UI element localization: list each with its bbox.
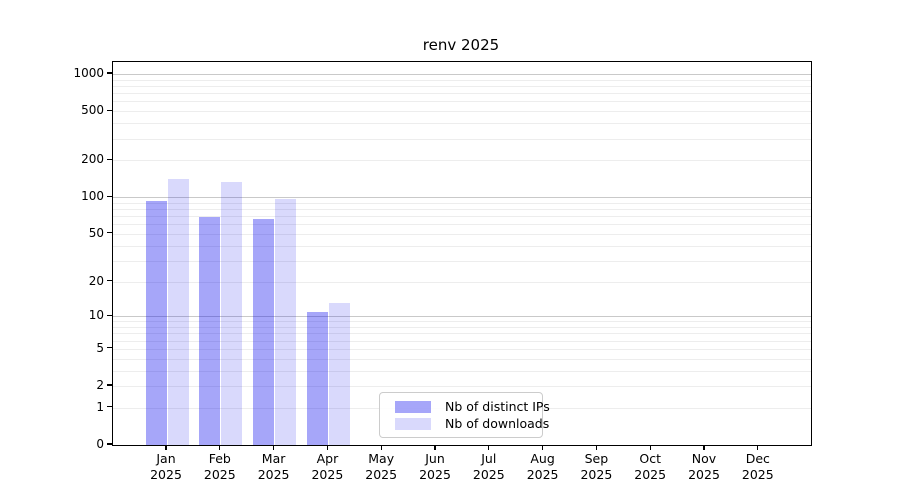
- bar-mar-distinct-ips: [253, 219, 275, 445]
- legend-swatch-downloads: [395, 417, 431, 430]
- y-tick-label: 50: [88, 225, 104, 240]
- x-tick-mark: [703, 445, 705, 450]
- minor-gridline: [113, 79, 811, 81]
- bar-apr-downloads: [328, 303, 350, 445]
- x-tick-label: Feb 2025: [203, 451, 236, 482]
- bar-jan-downloads: [167, 178, 189, 445]
- x-tick-label: Aug 2025: [526, 451, 559, 482]
- y-tick-label: 1000: [73, 66, 104, 80]
- x-tick-label: Oct 2025: [634, 451, 667, 482]
- minor-gridline: [113, 85, 811, 87]
- minor-gridline: [113, 370, 811, 372]
- minor-gridline: [113, 209, 811, 210]
- y-tick-mark: [106, 195, 112, 197]
- y-tick-mark: [106, 347, 112, 349]
- x-tick-mark: [488, 445, 490, 450]
- y-tick-mark: [106, 443, 112, 445]
- legend: Nb of distinct IPs Nb of downloads: [379, 392, 550, 438]
- minor-gridline: [113, 358, 811, 360]
- x-tick-mark: [165, 445, 167, 450]
- x-tick-mark: [542, 445, 544, 450]
- x-tick-label: Dec 2025: [741, 451, 774, 482]
- y-tick-label: 500: [81, 103, 104, 118]
- y-tick-label: 2: [96, 378, 104, 392]
- minor-gridline: [113, 224, 811, 226]
- legend-swatch-distinct-ips: [395, 400, 431, 413]
- major-gridline: [113, 316, 811, 318]
- plot-area: [112, 61, 812, 446]
- minor-gridline: [113, 340, 811, 342]
- y-tick-label: 1: [96, 399, 104, 414]
- legend-item-distinct-ips: Nb of distinct IPs: [395, 398, 550, 415]
- y-tick-mark: [106, 279, 112, 282]
- x-tick-label: Jun 2025: [419, 451, 451, 482]
- x-tick-mark: [649, 445, 651, 450]
- x-tick-label: Nov 2025: [688, 451, 720, 482]
- x-tick-mark: [757, 445, 759, 450]
- minor-gridline: [113, 260, 811, 262]
- minor-gridline: [113, 202, 811, 204]
- minor-gridline: [113, 333, 811, 335]
- chart-title: renv 2025: [422, 36, 500, 54]
- y-tick-label: 10: [88, 308, 104, 323]
- minor-gridline: [113, 321, 811, 323]
- minor-gridline: [113, 216, 811, 218]
- y-tick-label: 5: [96, 340, 104, 355]
- bar-jan-distinct-ips: [145, 201, 167, 445]
- minor-gridline: [113, 348, 811, 350]
- y-tick-mark: [106, 314, 112, 316]
- x-tick-label: Sep 2025: [580, 451, 613, 482]
- minor-gridline: [113, 160, 811, 162]
- legend-item-downloads: Nb of downloads: [395, 415, 549, 432]
- bar-mar-downloads: [275, 199, 297, 445]
- x-tick-label: Jul 2025: [472, 451, 505, 482]
- x-tick-label: Mar 2025: [257, 451, 290, 482]
- minor-gridline: [113, 327, 811, 328]
- y-tick-mark: [106, 406, 112, 408]
- y-tick-label: 0: [96, 437, 104, 451]
- y-tick-label: 100: [81, 189, 104, 204]
- legend-label-distinct-ips: Nb of distinct IPs: [445, 399, 550, 414]
- x-tick-label: Apr 2025: [311, 451, 344, 482]
- y-tick-label: 200: [81, 152, 104, 167]
- y-tick-mark: [106, 158, 112, 160]
- x-tick-mark: [434, 445, 436, 450]
- minor-gridline: [113, 233, 811, 235]
- y-tick-mark: [106, 72, 112, 74]
- minor-gridline: [113, 123, 811, 125]
- y-tick-mark: [106, 232, 112, 234]
- x-tick-label: May 2025: [365, 451, 398, 482]
- bar-apr-distinct-ips: [306, 311, 328, 445]
- legend-label-downloads: Nb of downloads: [445, 416, 550, 431]
- x-tick-mark: [273, 445, 275, 450]
- x-tick-mark: [219, 445, 221, 450]
- y-tick-mark: [106, 384, 112, 386]
- minor-gridline: [113, 386, 811, 387]
- minor-gridline: [113, 245, 811, 247]
- x-tick-mark: [326, 445, 328, 450]
- major-gridline: [113, 74, 811, 75]
- bar-feb-distinct-ips: [199, 216, 221, 445]
- x-tick-label: Jan 2025: [150, 451, 182, 482]
- minor-gridline: [113, 93, 811, 95]
- minor-gridline: [113, 138, 811, 140]
- minor-gridline: [113, 281, 811, 283]
- bar-feb-downloads: [221, 182, 243, 445]
- minor-gridline: [113, 101, 811, 103]
- y-tick-label: 20: [88, 273, 104, 288]
- x-tick-mark: [380, 445, 382, 450]
- x-tick-mark: [595, 445, 597, 450]
- minor-gridline: [113, 111, 811, 113]
- major-gridline: [113, 197, 811, 199]
- y-tick-mark: [106, 109, 112, 111]
